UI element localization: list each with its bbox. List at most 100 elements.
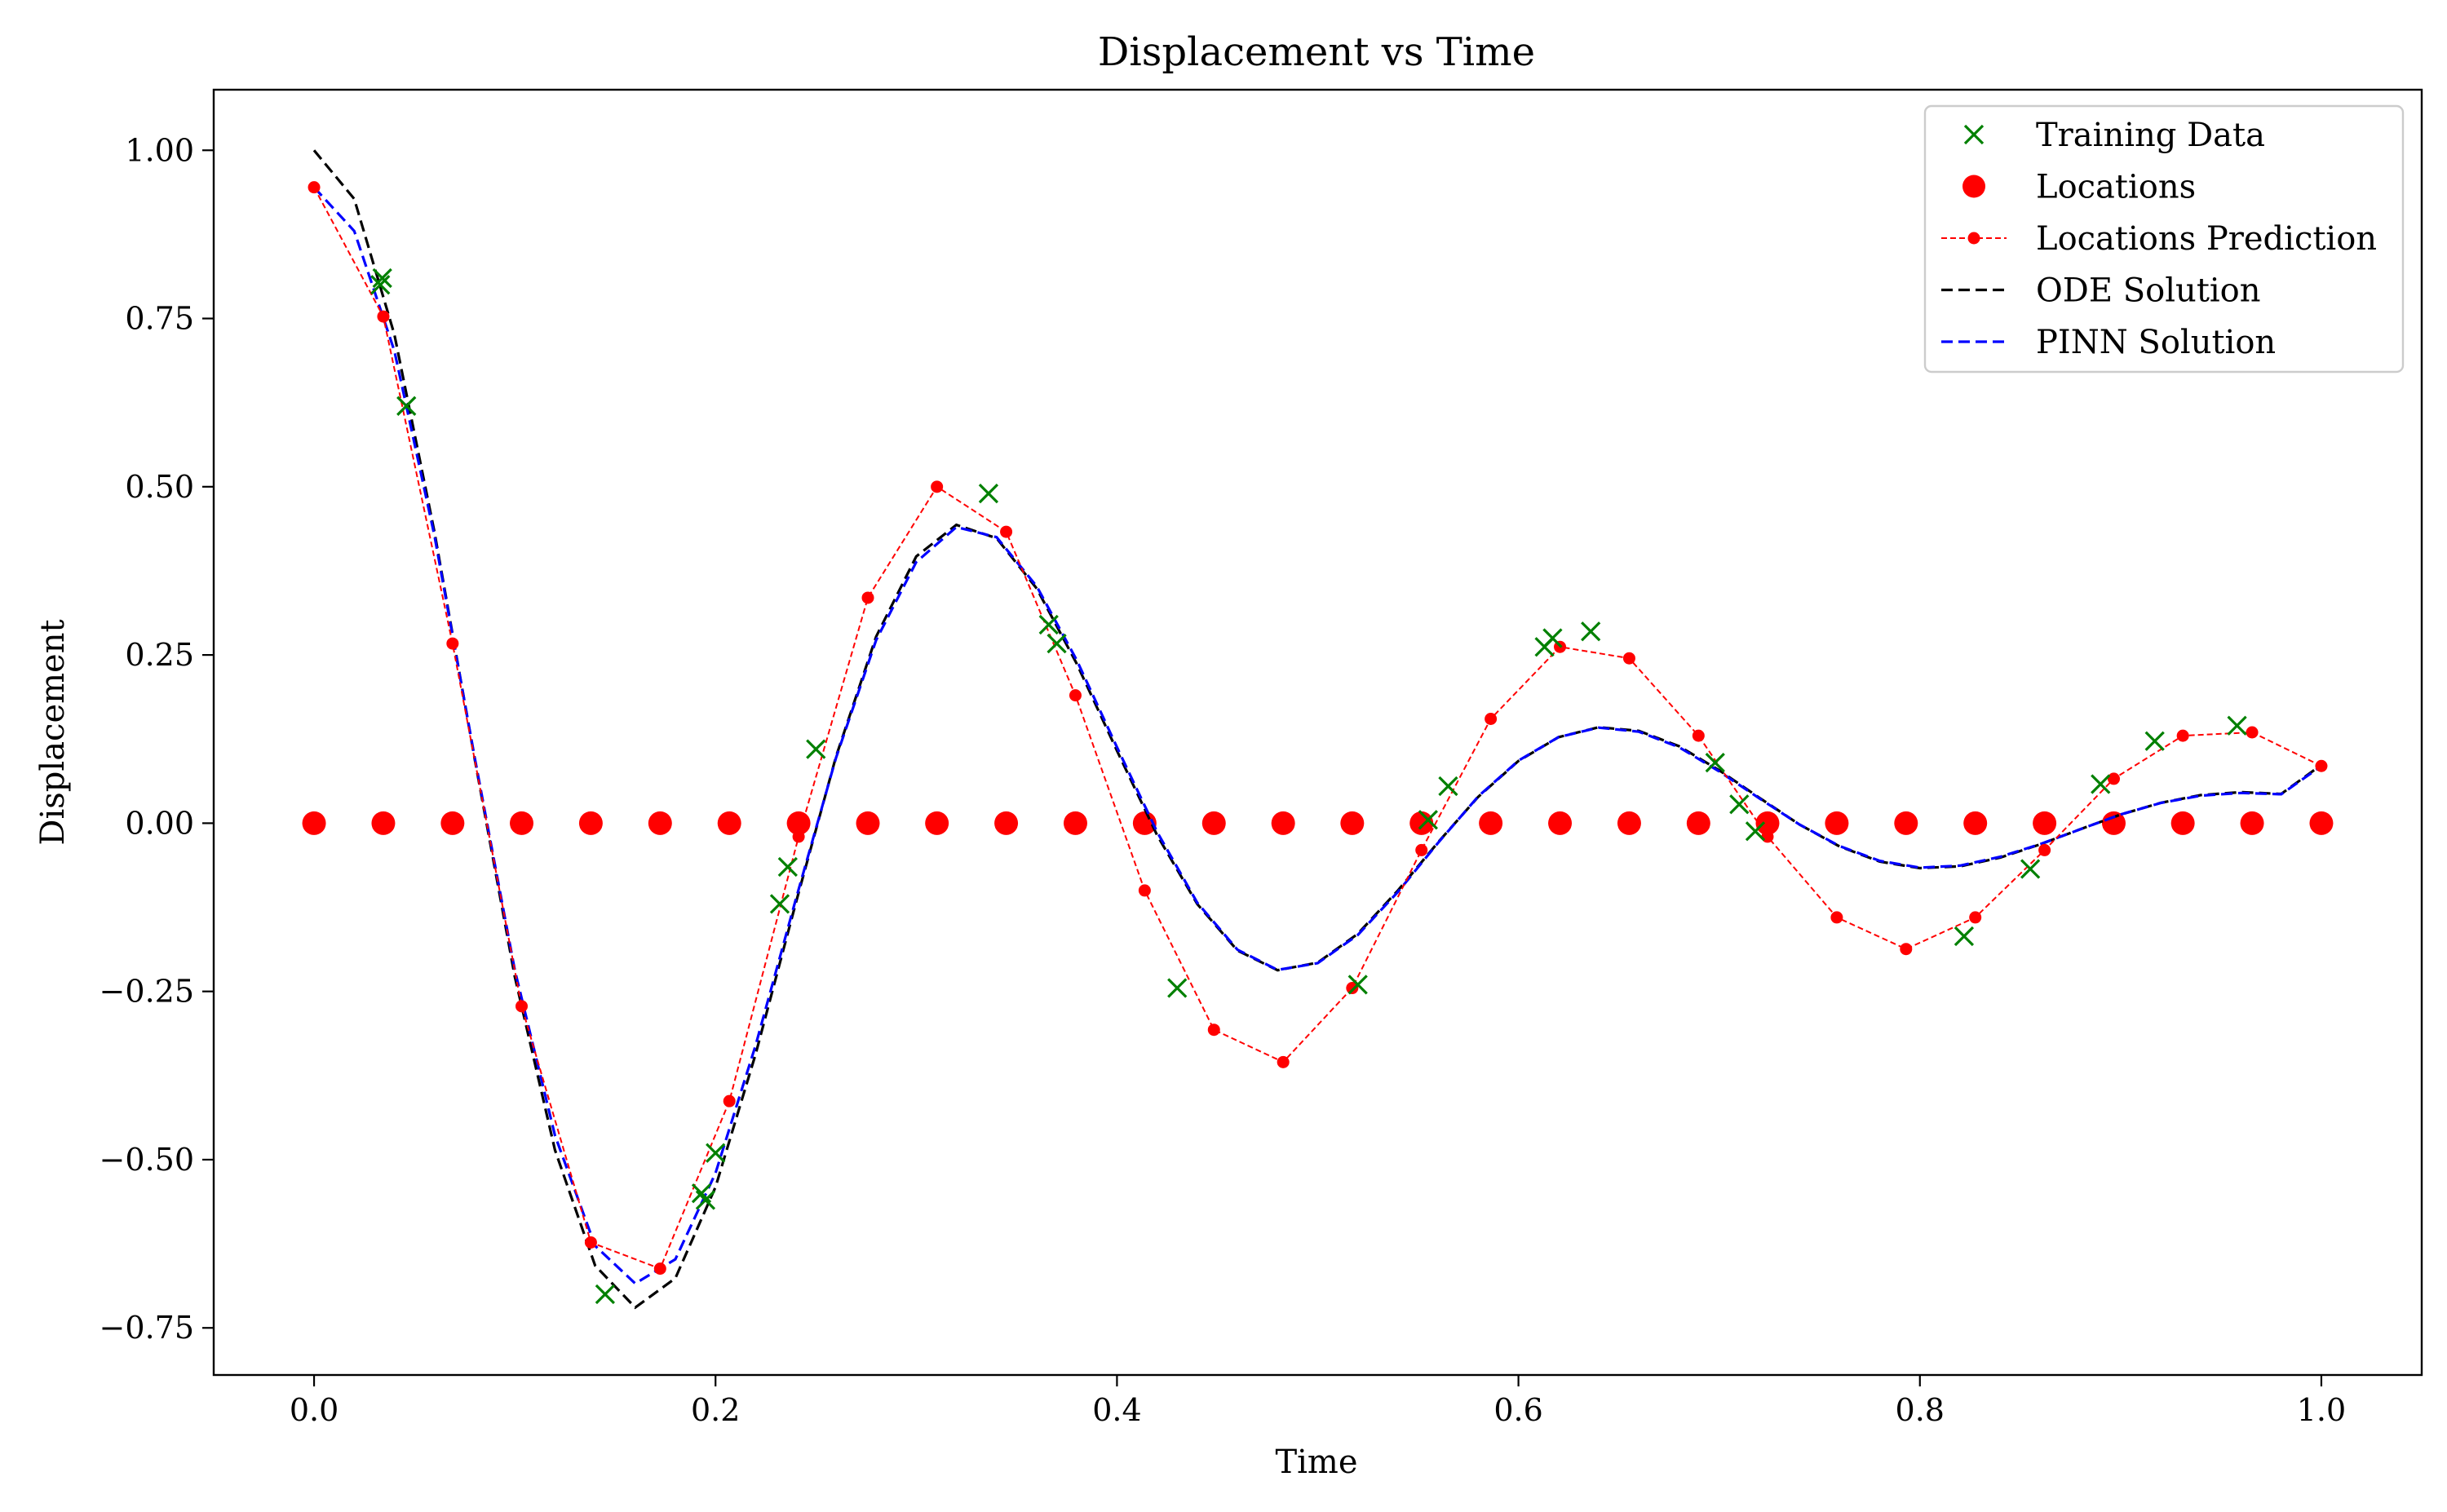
locations-prediction-point	[1138, 884, 1151, 897]
legend-entry-locations-prediction: Locations Prediction	[1941, 220, 2377, 258]
locations-point	[1894, 811, 1918, 835]
locations-point	[1963, 811, 1988, 835]
training-data-point	[1745, 821, 1766, 842]
y-tick-label: 0.25	[125, 637, 194, 673]
locations-prediction-point	[1969, 911, 1982, 924]
locations-point	[1063, 811, 1087, 835]
series-layer	[302, 149, 2334, 1310]
y-tick-label: 0.75	[125, 301, 194, 337]
pinn-solution-line	[312, 186, 2322, 1285]
legend-entry-pinn-solution: PINN Solution	[1941, 324, 2276, 361]
x-tick-label: 0.6	[1493, 1392, 1542, 1428]
locations-prediction-point	[1622, 652, 1635, 665]
training-data-point	[1347, 975, 1368, 995]
training-data-point	[2144, 731, 2165, 751]
training-data-point	[1954, 926, 1975, 947]
legend-label: PINN Solution	[2036, 324, 2276, 361]
locations-point	[925, 811, 949, 835]
training-data-point	[806, 739, 826, 759]
locations-point	[2033, 811, 2057, 835]
locations-prediction-point	[1277, 1055, 1290, 1068]
ode-solution-line	[312, 149, 2322, 1310]
locations-point	[371, 811, 396, 835]
x-tick-label: 0.2	[691, 1392, 740, 1428]
locations-point	[1686, 811, 1710, 835]
training-data-point	[1542, 628, 1563, 648]
training-data-point	[706, 1143, 726, 1163]
training-data-point	[1729, 794, 1750, 815]
training-data-point	[1705, 752, 1725, 773]
legend-entry-training-data: Training Data	[1963, 117, 2265, 154]
locations-prediction-point	[2315, 759, 2328, 772]
y-tick-label: 1.00	[125, 132, 194, 168]
legend-label: Locations	[2036, 169, 2196, 206]
training-data-point	[1581, 621, 1601, 642]
locations-point	[1548, 811, 1573, 835]
locations-prediction-point	[446, 637, 459, 650]
locations-prediction-point	[1485, 712, 1498, 725]
locations-prediction-point	[516, 1000, 529, 1013]
locations-point	[994, 811, 1019, 835]
y-axis-label: Displacement	[34, 619, 72, 845]
locations-prediction-point	[1415, 843, 1428, 856]
locations-prediction-point	[1069, 689, 1082, 702]
locations-prediction-point	[931, 480, 944, 493]
plot-frame	[212, 88, 2423, 1377]
locations-point	[440, 811, 465, 835]
legend-box	[1923, 104, 2405, 374]
locations-prediction-point	[377, 310, 390, 323]
locations-point	[717, 811, 741, 835]
y-tick-label: −0.75	[100, 1310, 194, 1346]
locations-prediction-point	[584, 1236, 597, 1249]
legend-label: ODE Solution	[2036, 272, 2261, 310]
locations-prediction-point	[1207, 1023, 1220, 1037]
legend-label: Locations Prediction	[2036, 220, 2377, 258]
training-data-point	[1438, 776, 1458, 797]
locations-point	[2240, 811, 2264, 835]
locations-point	[856, 811, 880, 835]
locations-point	[1479, 811, 1503, 835]
locations-point	[648, 811, 672, 835]
x-tick-label: 1.0	[2297, 1392, 2346, 1428]
training-data-point	[769, 894, 790, 914]
training-data-point	[396, 396, 417, 416]
locations-point	[1132, 811, 1157, 835]
legend-entry-locations: Locations	[1962, 169, 2196, 206]
y-tick-label: 0.00	[125, 805, 194, 841]
locations-prediction-point	[2176, 729, 2189, 742]
training-data-point	[2227, 715, 2247, 736]
locations-point	[1340, 811, 1365, 835]
y-tick-label: −0.25	[100, 974, 194, 1010]
training-data-point	[695, 1190, 716, 1210]
training-data-point	[2020, 859, 2041, 879]
training-data-point	[1418, 810, 1438, 830]
locations-prediction-point	[723, 1094, 736, 1107]
locations-prediction-point	[2246, 726, 2259, 739]
training-data-point	[595, 1284, 616, 1305]
legend-marker	[1967, 232, 1980, 245]
training-data-point	[2091, 774, 2111, 794]
training-data-point	[372, 267, 392, 289]
x-tick-label: 0.4	[1092, 1392, 1141, 1428]
locations-point	[2170, 811, 2195, 835]
training-data-point	[777, 856, 798, 878]
locations-prediction-point	[2038, 843, 2051, 856]
locations-prediction-point	[861, 591, 874, 604]
legend-entry-ode-solution: ODE Solution	[1941, 272, 2261, 310]
x-axis-ticks: 0.0 0.2 0.4 0.6 0.8 1.0	[290, 1375, 2346, 1428]
locations-prediction-point	[1830, 911, 1843, 924]
legend-label: Training Data	[2036, 117, 2265, 154]
locations-prediction-point	[308, 181, 321, 194]
locations-prediction-point	[1692, 729, 1705, 742]
y-tick-label: −0.50	[100, 1142, 194, 1178]
training-data-point	[978, 483, 999, 504]
locations-point	[578, 811, 603, 835]
training-data-point	[370, 275, 391, 295]
locations-point	[1271, 811, 1295, 835]
locations-prediction-point	[1900, 943, 1913, 956]
x-tick-label: 0.8	[1896, 1392, 1945, 1428]
legend: Training Data Locations Locations Predicti…	[1923, 104, 2405, 374]
locations-point	[1201, 811, 1226, 835]
y-tick-label: 0.50	[125, 469, 194, 505]
